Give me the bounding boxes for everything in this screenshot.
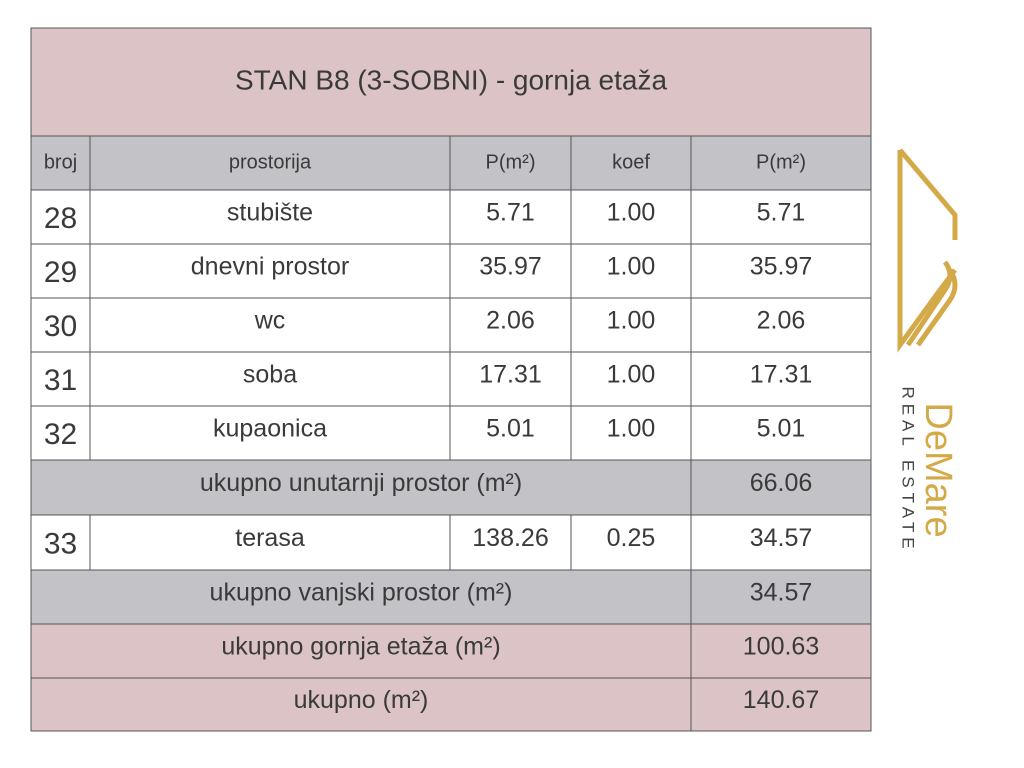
- table-cell: [449, 405, 572, 461]
- table-cell: [690, 459, 872, 516]
- title-band: [30, 27, 872, 137]
- table-cell: [89, 189, 451, 245]
- table-cell: [690, 569, 872, 625]
- summary-label: ukupno unutarnji prostor (m²): [200, 469, 522, 497]
- header-cell: P(m²): [486, 151, 536, 173]
- row-number: 32: [44, 418, 77, 451]
- table-cell-text: kupaonica: [213, 415, 327, 443]
- header-cell: P(m²): [756, 151, 806, 173]
- table-cell: [570, 297, 692, 353]
- table-cell-text: 35.97: [479, 253, 542, 281]
- logo-tagline: REAL ESTATE: [899, 386, 918, 553]
- table-cell: [30, 569, 692, 625]
- table-cell-text: 17.31: [479, 361, 542, 389]
- table-cell: [690, 677, 872, 732]
- table-cell: [449, 243, 572, 299]
- table-cell-text: 1.00: [607, 307, 656, 335]
- table-cell-text: 5.71: [486, 199, 535, 227]
- header-cell: koef: [612, 151, 650, 173]
- table-cell: [690, 351, 872, 407]
- table-cell: [89, 514, 451, 571]
- table-cell-text: wc: [254, 307, 286, 335]
- table-cell: [30, 351, 91, 407]
- table-cell-text: 1.00: [607, 415, 656, 443]
- table-cell: [570, 189, 692, 245]
- table-cell-text: 5.01: [486, 415, 535, 443]
- table-cell-text: 35.97: [750, 253, 813, 281]
- table-cell: [570, 514, 692, 571]
- table-cell: [690, 243, 872, 299]
- table-cell: [690, 297, 872, 353]
- summary-label: ukupno (m²): [294, 686, 429, 714]
- summary-value: 66.06: [750, 469, 813, 497]
- table-cell-text: 17.31: [750, 361, 813, 389]
- table-cell: [30, 297, 91, 353]
- table-cell: [449, 135, 572, 191]
- table-cell: [89, 135, 451, 191]
- summary-label: ukupno gornja etaža (m²): [221, 633, 500, 661]
- table-cell: [690, 135, 872, 191]
- table-cell: [570, 351, 692, 407]
- table-cell: [449, 514, 572, 571]
- table-cell-text: terasa: [235, 524, 305, 552]
- table-cell-text: 2.06: [757, 307, 806, 335]
- table-cell: [690, 405, 872, 461]
- table-cell: [690, 514, 872, 571]
- table-cell: [30, 405, 91, 461]
- summary-label: ukupno vanjski prostor (m²): [210, 579, 513, 607]
- summary-value: 34.57: [750, 579, 813, 607]
- table-cell-text: 5.01: [757, 415, 806, 443]
- table-cell: [570, 135, 692, 191]
- title: STAN B8 (3-SOBNI) - gornja etaža: [235, 64, 668, 95]
- table-cell: [89, 351, 451, 407]
- row-number: 31: [44, 364, 77, 397]
- table-cell: [690, 189, 872, 245]
- table-cell-text: soba: [243, 361, 297, 389]
- table-cell: [89, 243, 451, 299]
- table-cell-text: stubište: [227, 199, 313, 227]
- table-cell-text: 2.06: [486, 307, 535, 335]
- table-cell-text: 5.71: [757, 199, 806, 227]
- summary-value: 140.67: [743, 686, 819, 714]
- table-cell-text: 1.00: [607, 361, 656, 389]
- table-cell-text: 138.26: [472, 524, 548, 552]
- table-cell: [30, 677, 692, 732]
- table-cell-text: 1.00: [607, 199, 656, 227]
- table-cell-text: 1.00: [607, 253, 656, 281]
- table-cell: [690, 623, 872, 679]
- table-cell-text: 0.25: [607, 524, 656, 552]
- table-cell: [30, 243, 91, 299]
- table-cell: [89, 297, 451, 353]
- summary-value: 100.63: [743, 633, 819, 661]
- logo-mark: [897, 148, 958, 353]
- row-number: 29: [44, 256, 77, 289]
- table-cell-text: dnevni prostor: [191, 253, 349, 281]
- table-cell: [30, 135, 91, 191]
- row-number: 33: [44, 527, 77, 560]
- table-cell-text: 34.57: [750, 524, 813, 552]
- table-cell: [449, 297, 572, 353]
- logo-name: DeMare: [917, 402, 959, 537]
- row-number: 28: [44, 202, 77, 235]
- table-cell: [89, 405, 451, 461]
- header-cell: prostorija: [229, 151, 312, 173]
- header-cell: broj: [44, 151, 77, 173]
- row-number: 30: [44, 310, 77, 343]
